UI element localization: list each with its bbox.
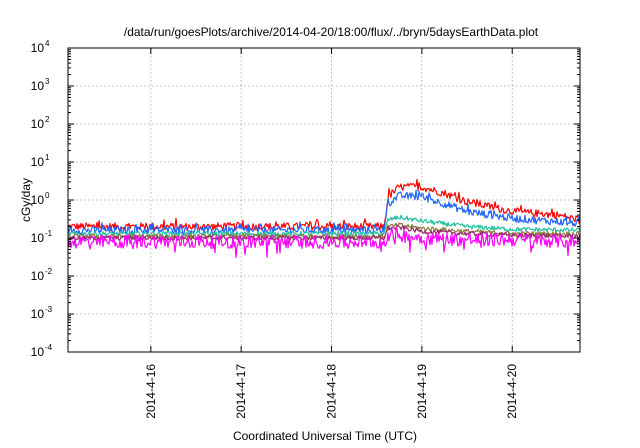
x-tick-label: 2014-4-20	[505, 364, 519, 419]
y-tick-exponent: -3	[45, 305, 53, 314]
series-layer	[67, 178, 581, 258]
grid	[68, 48, 580, 352]
series-line	[67, 189, 581, 235]
x-tick-label: 2014-4-18	[325, 364, 339, 419]
y-tick-label: 10	[31, 269, 45, 283]
x-tick-label: 2014-4-19	[415, 364, 429, 419]
series-line	[67, 178, 581, 231]
y-tick-label: 10	[31, 41, 45, 55]
y-tick-exponent: 4	[45, 39, 50, 48]
series-line	[67, 227, 581, 258]
y-tick-label: 10	[31, 155, 45, 169]
y-tick-exponent: -2	[45, 267, 53, 276]
y-tick-exponent: -1	[45, 229, 53, 238]
y-tick-label: 10	[31, 79, 45, 93]
x-tick-label: 2014-4-17	[234, 364, 248, 419]
chart-title: /data/run/goesPlots/archive/2014-04-20/1…	[124, 25, 539, 39]
y-tick-exponent: 3	[45, 77, 50, 86]
y-tick-exponent: 0	[45, 191, 50, 200]
y-tick-label: 10	[31, 193, 45, 207]
y-tick-exponent: 2	[45, 115, 50, 124]
x-tick-label: 2014-4-16	[144, 364, 158, 419]
y-axis-label: cGy/day	[19, 178, 33, 222]
y-tick-label: 10	[31, 307, 45, 321]
y-tick-label: 10	[31, 345, 45, 359]
series-line	[67, 222, 581, 240]
y-tick-exponent: 1	[45, 153, 50, 162]
y-tick-exponent: -4	[45, 343, 53, 352]
x-axis: 2014-4-16 2014-4-17 2014-4-18 2014-4-19 2014…	[144, 48, 519, 419]
x-axis-label: Coordinated Universal Time (UTC)	[233, 429, 417, 443]
y-tick-label: 10	[31, 231, 45, 245]
y-tick-label: 10	[31, 117, 45, 131]
